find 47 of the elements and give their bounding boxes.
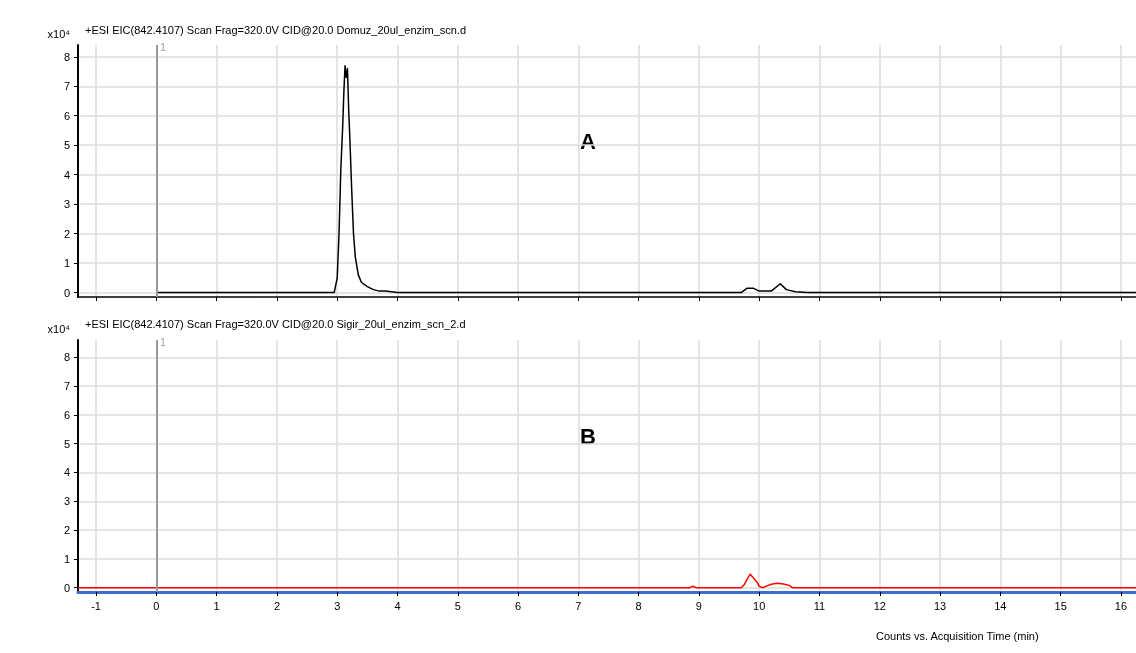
x-axis-title: Counts vs. Acquisition Time (min)	[876, 629, 1039, 642]
x-tick-label: 3	[334, 599, 341, 612]
x-tick-label: 2	[273, 599, 280, 612]
y-tick-label: 2	[63, 524, 70, 537]
x-tick-label: 15	[1054, 599, 1067, 612]
x-tick-label: 0	[153, 599, 160, 612]
y-tick-label: 7	[63, 80, 70, 93]
x-tick-label: 4	[394, 599, 401, 612]
x-tick-label: -1	[91, 599, 101, 612]
y-tick-label: 6	[63, 408, 70, 421]
annotation: 1	[160, 337, 167, 349]
line-series	[155, 64, 1136, 294]
y-tick-label: 1	[63, 257, 70, 270]
y-tick-label: 1	[63, 552, 70, 565]
x-tick-label: 6	[515, 599, 522, 612]
y-tick-label: 5	[63, 139, 70, 152]
x-tick-label: 14	[994, 599, 1007, 612]
x-tick-label: 1	[213, 599, 220, 612]
y-tick-label: 5	[63, 437, 70, 450]
x-tick-label: 16	[1114, 599, 1128, 612]
chart-title: +ESI EIC(842.4107) Scan Frag=320.0V CID@20.0 Domuz_20ul_enzim_scn.d	[85, 23, 467, 36]
y-tick-label: 4	[63, 168, 70, 181]
x-tick-label: 12	[873, 599, 886, 612]
y-tick-label: 0	[63, 581, 70, 594]
y-tick-label: 7	[63, 380, 70, 393]
x-tick-label: 13	[933, 599, 947, 612]
annotation: B	[580, 423, 596, 449]
y-tick-label: 3	[63, 495, 70, 508]
y-axis-title: x10⁴	[47, 322, 71, 335]
y-tick-label: 8	[63, 351, 70, 364]
y-tick-label: 4	[63, 466, 70, 479]
chart-title: +ESI EIC(842.4107) Scan Frag=320.0V CID@20.0 Sigir_20ul_enzim_scn_2.d	[85, 317, 466, 330]
x-tick-label: 11	[813, 599, 826, 612]
line-series	[77, 573, 1136, 589]
y-tick-label: 6	[63, 109, 70, 122]
x-tick-label: 5	[454, 599, 461, 612]
x-tick-label: 9	[695, 599, 702, 612]
annotation: 1	[160, 42, 167, 54]
y-axis-title: x10⁴	[47, 27, 71, 40]
x-tick-label: 8	[635, 599, 642, 612]
x-tick-label: 10	[753, 599, 766, 612]
y-tick-label: 0	[63, 286, 70, 299]
y-tick-label: 3	[63, 198, 70, 211]
y-tick-label: 8	[63, 50, 70, 63]
annotation: A	[580, 128, 596, 154]
y-tick-label: 2	[63, 227, 70, 240]
x-tick-label: 7	[575, 599, 582, 612]
